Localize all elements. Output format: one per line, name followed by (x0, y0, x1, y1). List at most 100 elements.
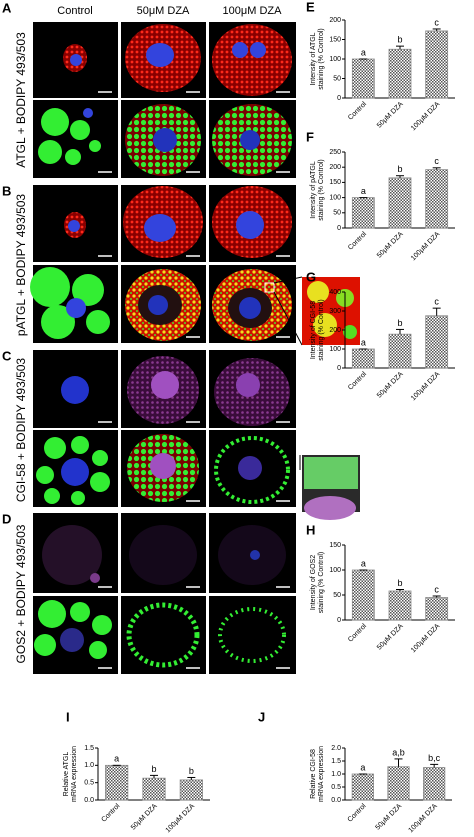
x-tick-label: 100μM DZA (410, 371, 442, 403)
nucleus (239, 297, 261, 319)
inset-droplet (304, 457, 358, 489)
y-tick-label: 1.5 (331, 758, 341, 765)
lipid-droplet (89, 641, 107, 659)
y-tick-label: 1.0 (331, 771, 341, 778)
nucleus (153, 128, 177, 152)
y-axis-label: staining (% Control) (318, 299, 325, 360)
y-tick-label: 200 (329, 17, 341, 24)
lipid-droplet (70, 120, 90, 140)
lipid-droplet (307, 281, 329, 303)
panel-letter: I (66, 709, 70, 724)
bar (425, 315, 449, 369)
lipid-droplet (92, 450, 108, 466)
panel-letter: C (2, 348, 12, 363)
lipid-droplet (90, 472, 110, 492)
significance-label: c (434, 17, 439, 27)
significance-label: a (361, 186, 366, 196)
zoom-line (273, 291, 303, 346)
lipid-droplet (71, 491, 85, 505)
x-tick-label: 100μM DZA (410, 231, 442, 263)
row-label: pATGL + BODIPY 493/503 (14, 194, 28, 337)
significance-label: c (434, 156, 439, 166)
y-tick-label: 100 (329, 567, 341, 574)
panel-letter: E (306, 0, 315, 14)
panel-letter: F (306, 129, 314, 144)
row-label: CGI-58 + BODIPY 493/503 (14, 358, 28, 503)
nucleus (66, 298, 86, 318)
panel-letter: D (2, 511, 11, 526)
nucleus (61, 376, 89, 404)
nucleus (61, 458, 89, 486)
bar (388, 48, 412, 99)
y-tick-label: 0 (337, 617, 341, 624)
lipid-droplet (71, 436, 89, 454)
y-tick-label: 300 (329, 308, 341, 315)
column-header: 100μM DZA (223, 5, 283, 17)
micrograph-row (30, 265, 360, 346)
column-header: Control (57, 5, 92, 17)
lipid-droplet (44, 488, 60, 504)
panel-letter: B (2, 183, 11, 198)
x-tick-label: Control (100, 802, 121, 823)
nucleus (236, 373, 260, 397)
lipid-droplet (70, 602, 90, 622)
y-tick-label: 0.0 (331, 797, 341, 804)
bar (351, 197, 375, 229)
y-tick-label: 50 (333, 592, 341, 599)
x-tick-label: 100μM DZA (410, 101, 442, 133)
cell (218, 607, 286, 663)
significance-label: a (361, 337, 366, 347)
bar (351, 569, 375, 621)
y-tick-label: 0 (337, 95, 341, 102)
y-tick-label: 0 (337, 225, 341, 232)
micrograph-row (33, 596, 296, 674)
significance-label: b (397, 35, 402, 45)
y-axis-label: mRNA expression (318, 746, 325, 802)
y-axis-label: Relative CGI-58 (310, 749, 317, 799)
significance-label: c (434, 297, 439, 307)
nucleus (146, 43, 174, 67)
micrograph-row (33, 350, 296, 428)
significance-label: a (361, 558, 366, 568)
bar (351, 58, 375, 99)
y-tick-label: 100 (329, 194, 341, 201)
nucleus (83, 108, 93, 118)
inset-nucleus (304, 496, 356, 520)
nucleus (238, 456, 262, 480)
significance-label: b (151, 764, 156, 774)
y-tick-label: 0 (337, 365, 341, 372)
y-axis-label: Intensity of GOS2 (310, 555, 317, 610)
micrograph-row (33, 100, 296, 178)
lipid-droplet (38, 140, 62, 164)
bar (423, 767, 446, 801)
micrograph-row (33, 430, 360, 520)
y-tick-label: 250 (329, 149, 341, 156)
y-axis-label: staining (% Control) (318, 159, 325, 220)
lipid-droplet (313, 313, 337, 337)
x-tick-label: Control (347, 230, 368, 251)
x-tick-label: Control (347, 802, 368, 823)
y-tick-label: 0.5 (84, 780, 94, 787)
lipid-droplet (30, 267, 70, 307)
bar (425, 597, 449, 621)
lipid-droplet (36, 466, 54, 484)
y-tick-label: 1.0 (84, 762, 94, 769)
panel-letter: A (2, 0, 12, 15)
nucleus (250, 42, 266, 58)
x-tick-label: 100μM DZA (407, 803, 439, 835)
y-axis-label: mRNA expression (71, 746, 78, 802)
y-tick-label: 150 (329, 542, 341, 549)
y-axis-label: Relative ATGL (63, 752, 70, 797)
nucleus (236, 211, 264, 239)
y-tick-label: 150 (329, 36, 341, 43)
y-tick-label: 0.0 (84, 797, 94, 804)
y-axis-label: Intensity of CGI-58 (310, 301, 317, 359)
bar (142, 777, 166, 801)
y-tick-label: 100 (329, 346, 341, 353)
y-axis-label: staining (% Control) (318, 552, 325, 613)
nucleus (250, 550, 260, 560)
bar (351, 773, 374, 801)
cell (212, 24, 292, 96)
